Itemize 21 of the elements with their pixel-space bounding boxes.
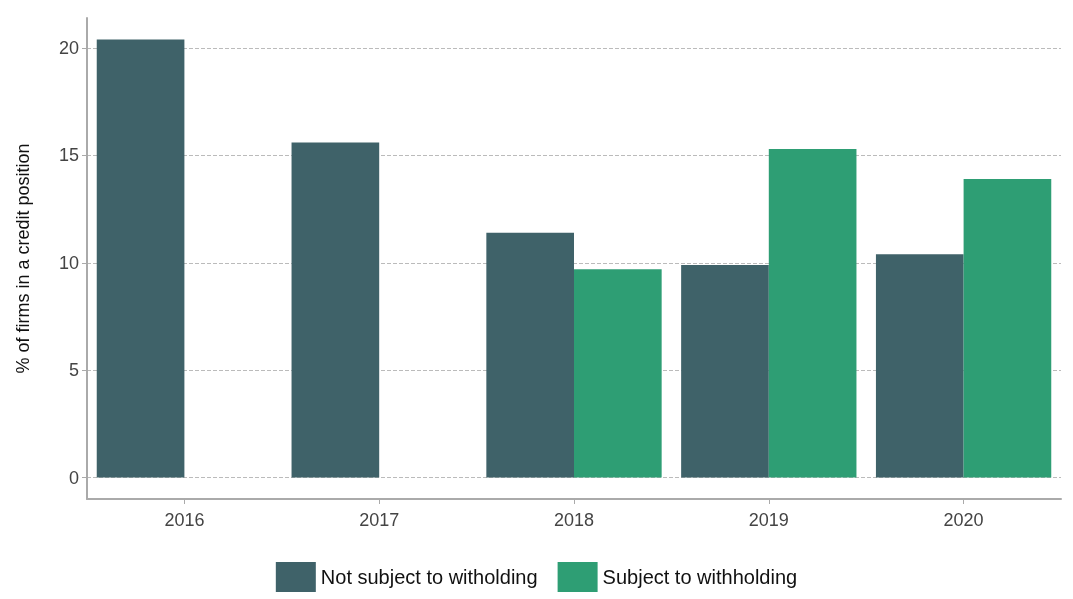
legend-label: Not subject to witholding [320, 566, 538, 588]
bar [291, 142, 380, 478]
y-tick-label: 5 [68, 360, 79, 381]
bar [574, 269, 662, 478]
bar [963, 179, 1052, 478]
y-axis-title: % of firms in a credit position [13, 143, 33, 374]
x-tick-label: 2020 [943, 510, 984, 530]
x-tick-label: 2019 [748, 510, 789, 530]
x-tick-label: 2017 [359, 510, 400, 530]
y-tick-label: 10 [58, 252, 79, 273]
legend-label: Subject to withholding [602, 566, 798, 588]
x-tick-label: 2016 [164, 510, 205, 530]
y-tick-label: 15 [58, 145, 79, 166]
x-tick-label: 2018 [553, 510, 595, 530]
y-tick-label: 0 [68, 467, 79, 488]
bar [96, 39, 185, 478]
bar [875, 254, 964, 478]
bar [486, 232, 574, 478]
bar [768, 148, 857, 478]
bar [681, 264, 769, 478]
y-tick-label: 20 [58, 38, 79, 59]
